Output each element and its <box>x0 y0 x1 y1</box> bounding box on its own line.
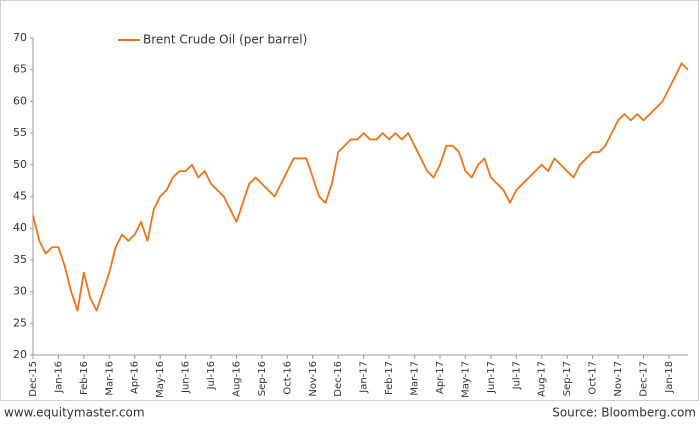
footer-left: www.equitymaster.com <box>4 406 145 420</box>
x-tick-label: May-16 <box>155 361 166 398</box>
x-tick-label: Dec-17 <box>638 361 649 397</box>
x-tick-label: Sep-16 <box>257 361 268 396</box>
x-tick-label: Sep-17 <box>562 361 573 396</box>
x-tick-label: Jun-16 <box>181 361 192 394</box>
legend-label: Brent Crude Oil (per barrel) <box>143 33 307 47</box>
footer-right: Source: Bloomberg.com <box>552 406 696 420</box>
x-tick-label: Jan-17 <box>359 361 370 394</box>
y-tick-label: 50 <box>13 158 27 171</box>
y-tick-label: 40 <box>13 221 27 234</box>
x-tick-label: May-17 <box>460 361 471 398</box>
x-tick-label: Aug-17 <box>537 361 548 397</box>
y-tick-label: 55 <box>13 126 27 139</box>
x-tick-label: Feb-16 <box>79 361 90 395</box>
x-tick-label: Apr-17 <box>435 361 446 394</box>
y-tick-label: 70 <box>13 31 27 44</box>
y-tick-label: 25 <box>13 316 27 329</box>
y-tick-label: 30 <box>13 285 27 298</box>
y-tick-label: 65 <box>13 63 27 76</box>
chart-frame <box>0 0 699 401</box>
x-tick-label: Jul-16 <box>206 361 217 390</box>
x-tick-label: Nov-16 <box>308 361 319 397</box>
x-tick-label: Feb-17 <box>384 361 395 395</box>
x-tick-label: Apr-16 <box>130 361 141 394</box>
x-tick-label: Jul-17 <box>511 361 522 390</box>
x-tick-label: Dec-16 <box>333 361 344 397</box>
y-tick-label: 45 <box>13 190 27 203</box>
y-tick-label: 20 <box>13 348 27 361</box>
x-tick-label: Oct-16 <box>282 361 293 395</box>
x-tick-label: Dec-15 <box>28 361 39 397</box>
x-tick-label: Mar-16 <box>104 361 115 396</box>
x-tick-label: Jan-16 <box>53 361 64 394</box>
x-tick-label: Aug-16 <box>231 361 242 397</box>
x-tick-label: Nov-17 <box>613 361 624 397</box>
series-line <box>32 62 689 312</box>
x-tick-label: Mar-17 <box>410 361 421 396</box>
x-tick-label: Jan-18 <box>664 361 675 394</box>
y-tick-label: 60 <box>13 94 27 107</box>
x-tick-label: Oct-17 <box>588 361 599 395</box>
y-tick-label: 35 <box>13 253 27 266</box>
x-tick-label: Jun-17 <box>486 361 497 394</box>
